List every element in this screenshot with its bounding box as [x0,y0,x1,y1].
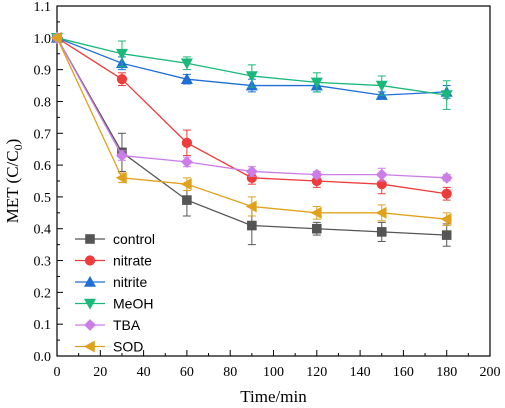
x-tick-label: 100 [263,365,284,380]
y-tick-label: 0.3 [34,255,52,270]
data-point [375,80,388,92]
data-point [116,149,128,162]
y-tick-label: 0.5 [34,191,52,206]
data-point [311,223,322,234]
data-point [440,213,452,226]
legend-marker [83,275,97,287]
x-tick-label: 200 [480,365,501,380]
data-point [310,168,323,181]
x-tick-label: 20 [93,365,107,380]
data-point [441,230,452,240]
data-point [180,178,192,191]
legend-label: nitrate [113,253,152,269]
data-point [180,73,193,84]
data-point [245,71,258,83]
legend: control nitrate nitrite MeOH TBA SOD [75,231,155,355]
legend-label: nitrite [113,274,147,290]
x-tick-label: 120 [306,365,327,380]
legend-label: control [113,231,155,247]
y-tick-label: 1.0 [34,32,52,47]
y-tick-label: 0.4 [34,223,52,238]
legend-marker [84,255,96,266]
data-point [180,58,193,70]
legend-marker [83,298,97,310]
y-tick-label: 0.1 [34,318,52,333]
data-point [180,155,193,168]
y-axis-title-subscript: 0 [11,144,25,150]
data-point [245,200,257,213]
data-point [440,90,453,102]
y-tick-label: 0.6 [34,159,52,174]
x-tick-label: 40 [137,365,151,380]
x-tick-label: 180 [436,365,457,380]
data-point [441,188,452,199]
x-tick-label: 160 [393,365,414,380]
legend-label: SOD [113,339,143,355]
data-point [181,137,192,148]
y-axis-title: MET (C/C0) [3,139,25,224]
x-tick-label: 0 [54,365,61,380]
data-point [310,77,323,89]
legend-label: MeOH [113,296,153,312]
y-axis-title-close: ) [3,139,22,145]
data-point [50,31,62,44]
y-tick-label: 0.8 [34,95,52,110]
legend-marker [85,234,95,244]
data-point [115,171,127,184]
data-point [310,206,322,219]
data-point [375,168,388,181]
legend-marker [84,319,96,331]
y-tick-label: 0.9 [34,64,52,79]
legend-marker [83,340,95,353]
data-point [440,171,453,184]
legend-label: TBA [113,317,141,333]
x-tick-label: 140 [350,365,371,380]
y-tick-label: 0.0 [34,350,52,365]
y-tick-label: 0.7 [34,127,52,142]
series-meoh [50,33,453,110]
data-point [376,227,387,237]
data-point [182,195,192,205]
series-tba [51,31,453,184]
series-sod [50,31,452,227]
y-tick-label: 1.1 [34,0,52,15]
data-point [116,74,128,85]
data-point [245,165,258,178]
x-axis-title: Time/min [240,387,307,406]
x-tick-label: 80 [223,365,237,380]
data-point [375,206,387,219]
plot-area: 0 20 40 60 80 100 120 140 160 180 200 0.0 0.1 0.2 0.3 0… [34,0,501,380]
data-point [115,48,128,60]
y-tick-label: 0.2 [34,286,52,301]
series-line [56,37,447,179]
x-tick-label: 60 [180,365,194,380]
y-axis-title-main: MET (C/C [3,150,22,223]
data-point [247,220,257,231]
